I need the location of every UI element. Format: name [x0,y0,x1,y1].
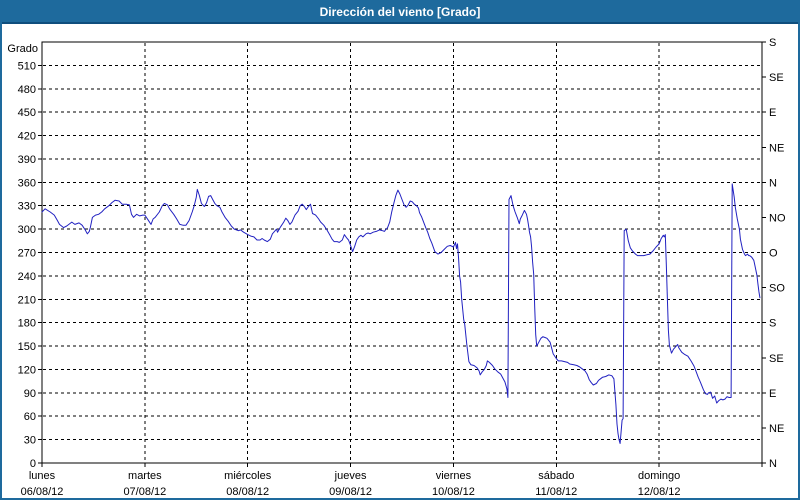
x-day-name: martes [128,470,162,482]
y-left-tick-label: 420 [18,131,36,143]
y-left-tick-label: 360 [18,177,36,189]
y-right-tick-label: NE [769,423,784,435]
x-day-name: lunes [29,470,56,482]
y-left-tick-label: 210 [18,294,36,306]
y-left-tick-label: 240 [18,271,36,283]
y-left-tick-label: 270 [18,248,36,260]
plot-frame [41,41,763,464]
y-left-tick-label: 120 [18,364,36,376]
y-right-tick-label: S [769,318,776,330]
y-left-tick-label: 300 [18,224,36,236]
x-day-date: 07/08/12 [123,486,166,498]
x-day-name: viernes [436,470,472,482]
y-right-tick-label: E [769,388,776,400]
x-day-name: jueves [334,470,367,482]
y-axis-title: Grado [7,43,38,55]
y-right-tick-label: NE [769,142,784,154]
x-day-date: 11/08/12 [535,486,577,498]
y-left-tick-label: 330 [18,201,36,213]
x-day-name: miércoles [224,470,272,482]
x-day-date: 09/08/12 [329,486,372,498]
axis-labels: 0 30 60 90 120 150 180 210 240 270 300 330 360 390 420… [7,37,786,498]
y-right-tick-label: N [769,177,777,189]
y-right-tick-label: N [769,458,777,470]
axes [38,41,766,467]
y-right-tick-label: NO [769,212,786,224]
title-bar: Dirección del viento [Grado] [2,2,798,24]
x-day-date: 06/08/12 [21,486,64,498]
y-left-tick-label: 390 [18,154,36,166]
y-left-tick-label: 510 [18,60,36,72]
y-right-tick-label: S [769,37,776,49]
y-right-tick-label: SE [769,72,784,84]
gridlines [43,43,761,462]
y-left-tick-label: 0 [30,458,36,470]
y-right-tick-label: O [769,248,778,260]
y-left-tick-label: 150 [18,341,36,353]
x-day-date: 12/08/12 [638,486,681,498]
y-right-tick-label: E [769,107,776,119]
x-day-name: domingo [638,470,680,482]
y-right-tick-label: SE [769,353,784,365]
y-left-tick-label: 60 [24,411,36,423]
y-right-tick-label: SO [769,283,785,295]
y-left-tick-label: 450 [18,107,36,119]
x-day-name: sábado [538,470,574,482]
y-left-tick-label: 480 [18,84,36,96]
y-left-tick-label: 30 [24,435,36,447]
y-left-tick-label: 180 [18,318,36,330]
x-day-date: 10/08/12 [432,486,475,498]
chart-title: Dirección del viento [Grado] [319,5,481,19]
y-left-tick-label: 90 [24,388,36,400]
x-day-date: 08/08/12 [226,486,269,498]
wind-direction-line [41,183,761,444]
